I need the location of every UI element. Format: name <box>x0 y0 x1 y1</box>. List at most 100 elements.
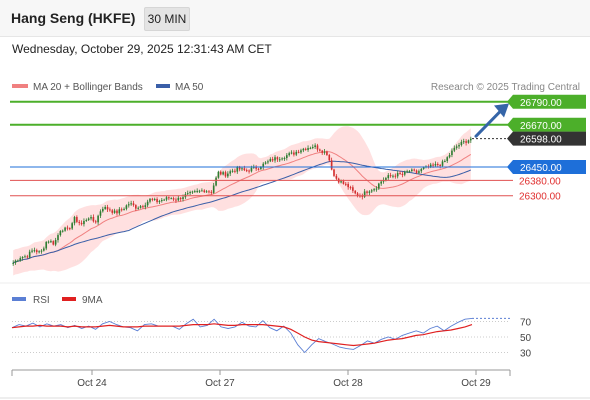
candle-body <box>418 171 420 173</box>
candle-body <box>401 173 404 175</box>
time-axis-label: Oct 24 <box>77 378 107 389</box>
time-axis-label: Oct 28 <box>333 378 363 389</box>
level-tag-label: 26670.00 <box>520 121 562 132</box>
candle-body <box>439 164 441 166</box>
candle-body <box>347 183 349 188</box>
candle-body <box>295 151 298 155</box>
candle-body <box>193 191 196 193</box>
candle-body <box>432 164 434 166</box>
candle-body <box>66 227 69 229</box>
candle-body <box>319 149 321 151</box>
candle-body <box>137 207 140 209</box>
candle-body <box>189 192 191 194</box>
candle-body <box>17 260 19 262</box>
candle-body <box>210 191 213 193</box>
candle-body <box>389 175 392 177</box>
level-tag-last <box>507 131 586 146</box>
candle-body <box>446 157 449 161</box>
candle-body <box>94 221 97 223</box>
candle-body <box>340 181 342 183</box>
candle-body <box>368 191 371 193</box>
candle-body <box>52 241 55 245</box>
datetime-label: Wednesday, October 29, 2025 12:31:43 AM … <box>12 42 272 56</box>
candle-body <box>85 219 88 221</box>
candle-body <box>227 173 229 177</box>
candle-body <box>281 158 283 160</box>
candle-body <box>285 155 288 159</box>
candle-body <box>224 172 227 177</box>
candle-body <box>408 171 411 172</box>
candle-body <box>132 203 135 206</box>
candle-body <box>217 171 220 178</box>
candle-body <box>361 195 364 197</box>
candle-body <box>271 159 274 161</box>
candle-body <box>76 217 78 222</box>
candle-body <box>222 172 224 175</box>
candle-body <box>243 168 246 171</box>
candle-body <box>311 146 314 148</box>
candle-body <box>250 167 253 172</box>
candle-body <box>370 190 373 192</box>
candle-body <box>90 217 92 219</box>
candle-body <box>344 183 347 185</box>
candle-body <box>170 198 173 200</box>
candle-body <box>33 250 36 252</box>
candle-body <box>38 251 40 253</box>
rsi-line <box>11 317 473 354</box>
ma50-legend-swatch <box>156 84 170 88</box>
candle-body <box>45 242 48 249</box>
instrument-title: Hang Seng (HKFE) <box>11 10 136 26</box>
candle-body <box>40 250 43 252</box>
candle-body <box>116 210 118 214</box>
candle-body <box>203 190 206 193</box>
candle-body <box>278 159 281 161</box>
candle-body <box>144 205 147 208</box>
candle-body <box>35 250 38 253</box>
candle-body <box>448 155 451 158</box>
candle-body <box>142 206 144 208</box>
candle-body <box>276 157 279 160</box>
candle-body <box>335 175 338 179</box>
candle-body <box>57 235 59 241</box>
candle-body <box>274 157 276 161</box>
candle-body <box>61 230 64 232</box>
candle-body <box>78 221 81 223</box>
candle-body <box>264 162 267 164</box>
candle-body <box>149 198 151 202</box>
candle-body <box>177 197 180 201</box>
candle-body <box>196 190 198 192</box>
candle-body <box>352 187 354 191</box>
candle-body <box>380 181 382 184</box>
candle-body <box>356 193 359 196</box>
candle-body <box>31 250 33 252</box>
candle-body <box>257 168 260 170</box>
candle-body <box>160 200 163 202</box>
candle-body <box>92 217 95 222</box>
candle-body <box>87 218 90 220</box>
candle-body <box>175 199 177 201</box>
candle-body <box>208 191 210 193</box>
ma50-legend-label: MA 50 <box>175 82 204 93</box>
interval-button[interactable]: 30 MIN <box>144 7 190 31</box>
candle-body <box>165 197 168 200</box>
level-tag-resistance <box>507 117 586 132</box>
candle-body <box>191 191 194 193</box>
rsi-layer: 70 50 30 <box>11 317 532 360</box>
candle-body <box>135 205 137 209</box>
candle-body <box>156 199 158 203</box>
candle-body <box>255 166 257 169</box>
candle-body <box>14 260 17 263</box>
candle-body <box>316 145 319 150</box>
candle-body <box>300 150 302 153</box>
candle-body <box>219 171 222 175</box>
candle-body <box>420 168 423 172</box>
candle-body <box>375 188 378 190</box>
candle-body <box>43 248 45 251</box>
candle-body <box>293 152 295 155</box>
candle-body <box>54 240 57 245</box>
candle-body <box>415 170 418 173</box>
candle-body <box>127 204 130 206</box>
candle-body <box>462 141 465 143</box>
ma50-line <box>12 160 472 264</box>
